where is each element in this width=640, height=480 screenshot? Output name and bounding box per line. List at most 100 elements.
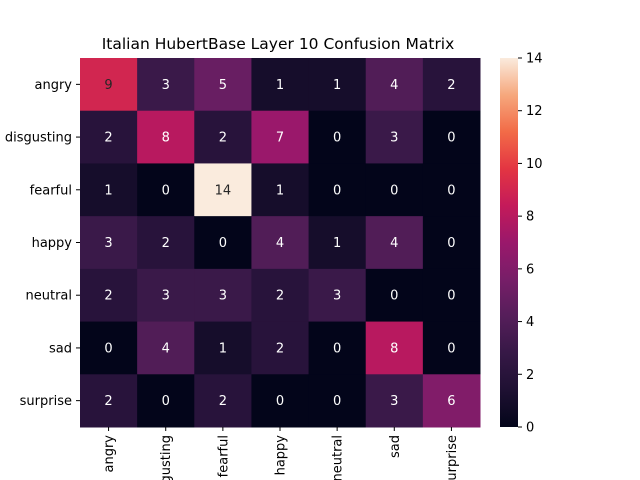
heatmap-cell	[251, 321, 310, 375]
heatmap-cell	[365, 110, 424, 164]
cell-value-label: 0	[333, 394, 341, 409]
cell-value-label: 1	[104, 183, 112, 198]
heatmap-cell	[308, 374, 367, 428]
cell-value-label: 1	[276, 183, 284, 198]
heatmap-cell	[422, 163, 481, 217]
heatmap-cell	[137, 110, 195, 164]
cell-value-label: 4	[390, 78, 398, 93]
heatmap-cell	[137, 58, 195, 112]
cell-value-label: 6	[447, 394, 455, 409]
cell-value-label: 2	[276, 289, 284, 304]
x-tick-label: neutral	[331, 435, 346, 480]
colorbar-tick-label: 0	[526, 421, 534, 436]
cell-value-label: 7	[276, 131, 284, 146]
x-axis-ticks: angry disgusting fearful happy neutral sad sur…	[102, 427, 460, 480]
heatmap-cell	[422, 110, 481, 164]
heatmap-cell	[251, 268, 310, 323]
cell-value-label: 14	[215, 183, 232, 198]
y-tick-label: disgusting	[5, 131, 72, 146]
heatmap-cell	[422, 216, 481, 270]
cell-value-label: 0	[390, 289, 398, 304]
heatmap-cell	[422, 321, 481, 375]
heatmap-cell	[365, 321, 424, 375]
cell-value-label: 0	[162, 183, 170, 198]
colorbar-tick-label: 10	[526, 157, 543, 172]
cell-value-label: 0	[447, 183, 455, 198]
cell-value-label: 3	[333, 289, 341, 304]
cell-value-label: 0	[447, 236, 455, 251]
colorbar-tick-label: 4	[526, 315, 534, 330]
chart-title: Italian HubertBase Layer 10 Confusion Ma…	[102, 35, 455, 53]
x-tick-label: surprise	[445, 435, 460, 480]
heatmap-cell	[194, 374, 252, 428]
heatmap-cell	[422, 58, 481, 112]
y-tick-label: angry	[35, 78, 73, 93]
cell-value-label: 2	[219, 131, 227, 146]
x-tick-label: happy	[274, 435, 289, 476]
colorbar-tick-label: 12	[526, 104, 543, 119]
heatmap-cell	[137, 163, 195, 217]
heatmap-cell	[365, 374, 424, 428]
cell-value-label: 0	[333, 341, 341, 356]
heatmap-cell	[308, 58, 367, 112]
heatmap-cell	[365, 268, 424, 323]
cell-value-label: 4	[276, 236, 284, 251]
heatmap-cell	[194, 268, 252, 323]
cell-value-label: 4	[390, 236, 398, 251]
cell-value-label: 9	[104, 78, 112, 93]
cell-value-label: 5	[219, 78, 227, 93]
colorbar	[500, 58, 518, 427]
heatmap-cell	[422, 268, 481, 323]
cell-value-label: 0	[447, 289, 455, 304]
heatmap-cell	[80, 163, 138, 217]
heatmap-cell	[137, 374, 195, 428]
heatmap-cell	[422, 374, 481, 428]
heatmap-cell	[308, 110, 367, 164]
cell-value-label: 1	[276, 78, 284, 93]
heatmap-cell	[80, 268, 138, 323]
x-tick-label: sad	[388, 435, 403, 458]
cell-value-label: 3	[390, 394, 398, 409]
cell-value-label: 3	[162, 78, 170, 93]
heatmap-cell	[308, 216, 367, 270]
cell-value-label: 2	[104, 131, 112, 146]
cell-value-label: 2	[219, 394, 227, 409]
cell-value-label: 0	[333, 183, 341, 198]
heatmap-cell	[308, 321, 367, 375]
heatmap-cell	[194, 110, 252, 164]
cell-value-label: 2	[447, 78, 455, 93]
heatmap-cell	[251, 216, 310, 270]
cell-value-label: 0	[276, 394, 284, 409]
heatmap-cell	[308, 163, 367, 217]
cell-value-label: 0	[219, 236, 227, 251]
heatmap-cell	[137, 321, 195, 375]
heatmap-cell	[251, 163, 310, 217]
x-tick-label: angry	[102, 435, 117, 473]
heatmap-cell	[251, 58, 310, 112]
heatmap-cell	[194, 216, 252, 270]
heatmap-cell	[137, 268, 195, 323]
y-tick-label: neutral	[26, 289, 73, 304]
x-tick-label: disgusting	[159, 435, 174, 480]
heatmap-cell	[137, 216, 195, 270]
cell-value-label: 3	[162, 289, 170, 304]
cell-value-label: 0	[162, 394, 170, 409]
cell-value-label: 2	[104, 289, 112, 304]
cell-value-label: 1	[333, 78, 341, 93]
y-tick-label: surprise	[20, 394, 72, 409]
cell-value-label: 0	[390, 183, 398, 198]
heatmap-cell	[80, 58, 138, 112]
cell-value-label: 0	[104, 341, 112, 356]
heatmap-cell	[194, 58, 252, 112]
cell-value-label: 2	[104, 394, 112, 409]
cell-value-label: 4	[162, 341, 170, 356]
heatmap-cell	[80, 374, 138, 428]
heatmap-cell	[80, 110, 138, 164]
y-axis-ticks: angry disgusting fearful happy neutral sad sur…	[5, 78, 80, 409]
colorbar-tick-label: 14	[526, 52, 543, 67]
colorbar-ticks: 0 2 4 6 8 10 12 14	[518, 52, 543, 436]
cell-value-label: 8	[162, 131, 170, 146]
y-tick-label: happy	[32, 236, 73, 251]
cell-value-label: 3	[390, 131, 398, 146]
cell-value-label: 2	[276, 341, 284, 356]
